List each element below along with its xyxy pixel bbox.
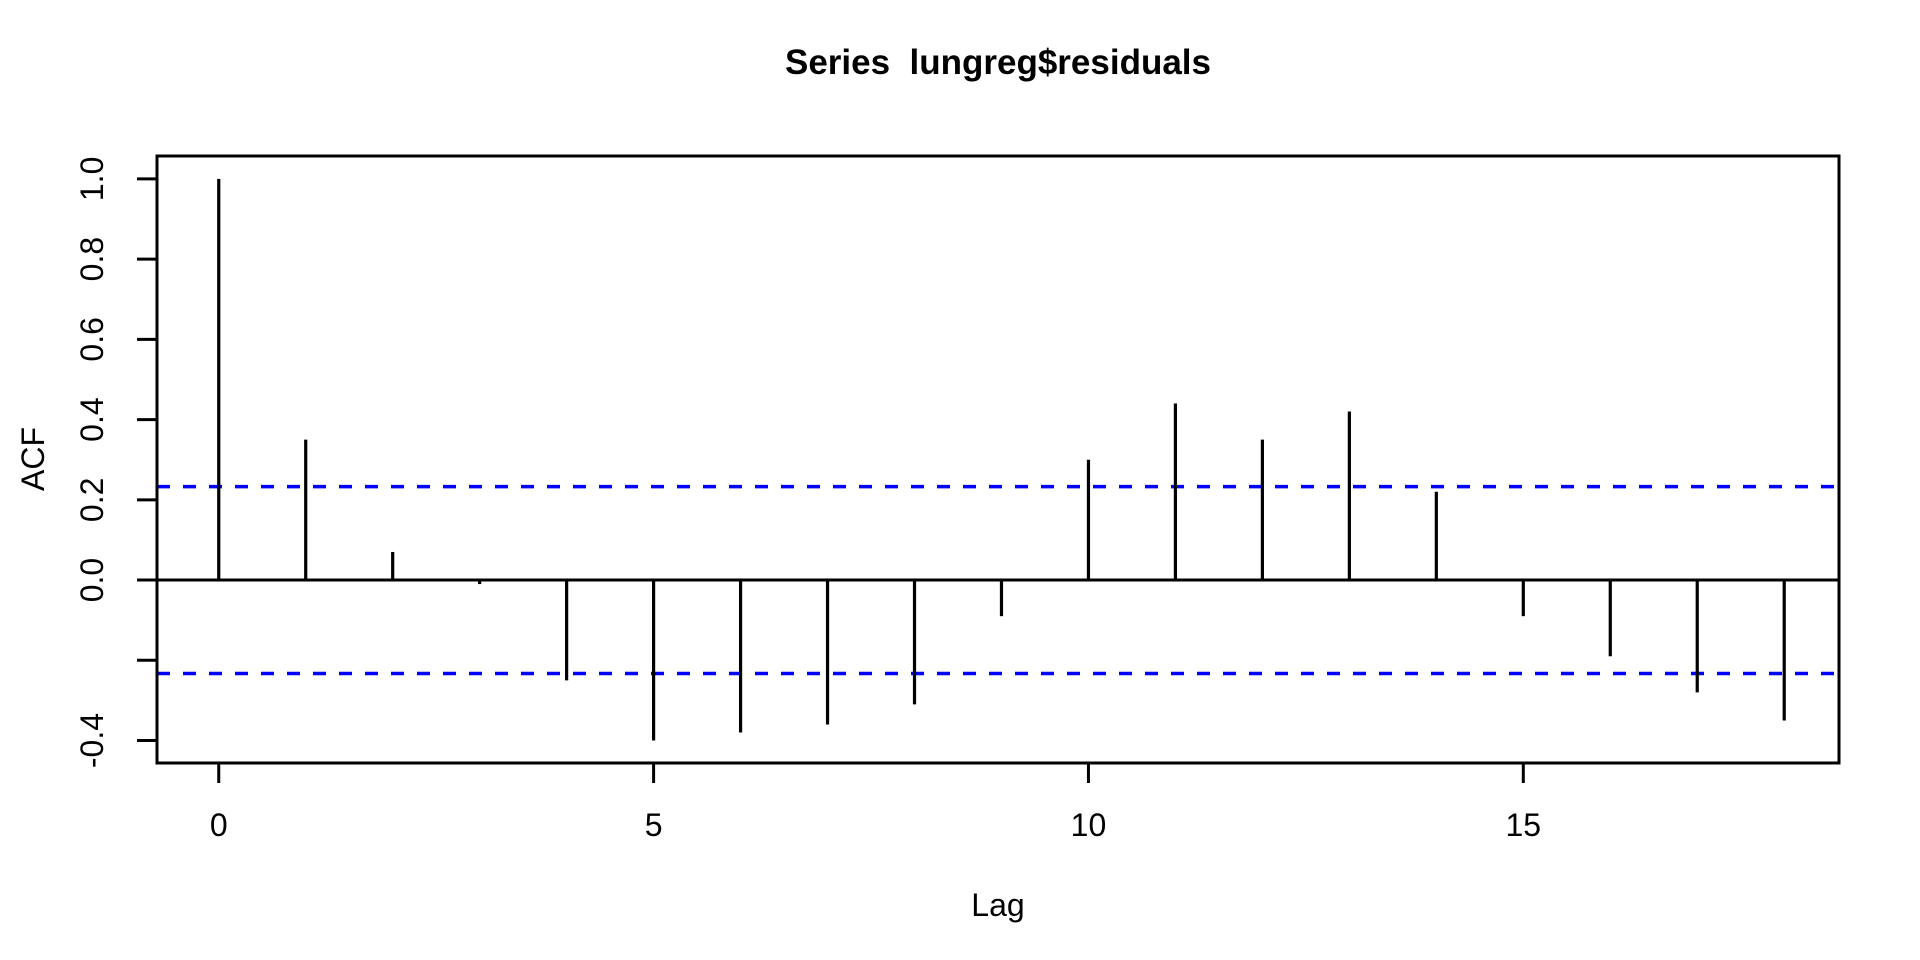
plot-box bbox=[155, 154, 1841, 765]
x-tick-label: 0 bbox=[210, 807, 228, 843]
y-tick-label: -0.4 bbox=[74, 713, 110, 768]
y-tick-label: 1.0 bbox=[74, 157, 110, 201]
x-tick-label: 5 bbox=[645, 807, 663, 843]
x-axis-label: Lag bbox=[971, 887, 1024, 923]
x-tick-label: 15 bbox=[1506, 807, 1542, 843]
x-tick-label: 10 bbox=[1071, 807, 1107, 843]
y-tick-label: 0.2 bbox=[74, 478, 110, 522]
y-tick-label: 0.6 bbox=[74, 317, 110, 361]
y-tick-label: 0.0 bbox=[74, 558, 110, 602]
chart-title: Series lungreg$residuals bbox=[785, 43, 1211, 82]
y-tick-label: 0.4 bbox=[74, 397, 110, 441]
y-tick-label: 0.8 bbox=[74, 237, 110, 281]
y-axis-label: ACF bbox=[15, 427, 51, 491]
